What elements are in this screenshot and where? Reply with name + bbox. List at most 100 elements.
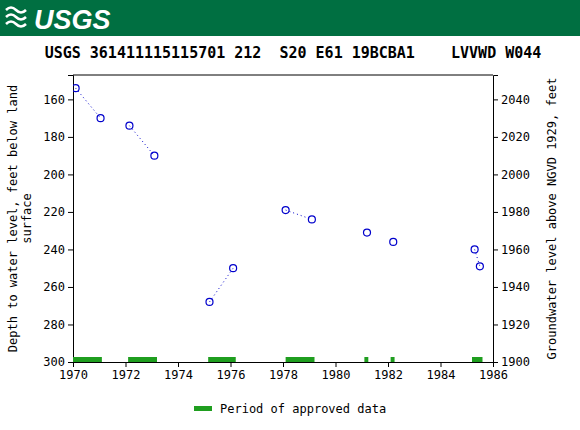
data-point	[390, 238, 397, 245]
tick-mark	[178, 362, 179, 367]
tick: 1978	[269, 362, 298, 382]
tick: 200	[43, 168, 73, 182]
y-axis-title-line: Depth to water level, feet below land	[6, 85, 20, 352]
tick: 280	[43, 318, 73, 332]
tick: 1900	[493, 355, 530, 369]
data-point	[206, 298, 213, 305]
chart: USGS USGS 361411115115701 212 S20 E61 19B…	[0, 0, 580, 430]
tick: 1920	[493, 318, 530, 332]
y2-axis: 1900 1920 1940 1960 1980 2000 2020 2040	[493, 76, 530, 370]
tick-mark	[68, 287, 73, 288]
data-point	[97, 115, 104, 122]
tick-mark	[68, 249, 73, 250]
tick: 160	[43, 93, 73, 107]
tick: 1974	[164, 362, 193, 382]
data-point	[230, 265, 237, 272]
tick-label: 2000	[501, 168, 530, 182]
tick-label: 1974	[164, 368, 193, 382]
logo-wave	[6, 22, 26, 27]
tick-label: 200	[43, 168, 65, 182]
tick: 1984	[427, 362, 456, 382]
tick: 2020	[493, 130, 530, 144]
tick-label: 1982	[374, 368, 403, 382]
tick: 2000	[493, 168, 530, 182]
tick-label: 1972	[112, 368, 141, 382]
tick: 2040	[493, 93, 530, 107]
tick: 220	[43, 205, 73, 219]
y-axis: 160 180 200 220 240 260 280 300	[43, 76, 73, 370]
tick: 1980	[322, 362, 351, 382]
approved-period	[128, 357, 157, 362]
approved-period	[364, 357, 368, 362]
tick-label: 1940	[501, 280, 530, 294]
tick-label: 1986	[479, 368, 508, 382]
tick-mark	[493, 99, 498, 100]
approved-period	[472, 357, 483, 362]
tick: 260	[43, 280, 73, 294]
legend: Period of approved data	[194, 402, 386, 416]
y-axis-title-line: surface	[20, 193, 34, 244]
tick-mark	[493, 249, 498, 250]
tick-mark	[441, 362, 442, 367]
data-point	[282, 207, 289, 214]
title: USGS 361411115115701 212 S20 E61 19BCBA1…	[45, 44, 542, 62]
tick-label: 260	[43, 280, 65, 294]
tick-label: 2040	[501, 93, 530, 107]
logo-text: USGS	[34, 5, 111, 35]
tick-label: 160	[43, 93, 65, 107]
tick-label: 1900	[501, 355, 530, 369]
plot-frame	[73, 75, 493, 76]
data-point	[73, 85, 79, 92]
plot-area	[73, 85, 483, 362]
series-line	[76, 88, 480, 302]
data-point	[151, 152, 158, 159]
tick-mark	[68, 212, 73, 213]
tick-label: 1984	[427, 368, 456, 382]
tick-mark	[493, 324, 498, 325]
tick-label: 180	[43, 130, 65, 144]
tick-label: 1980	[501, 205, 530, 219]
data-point	[364, 229, 371, 236]
logo-icon	[6, 8, 26, 27]
tick: 1972	[112, 362, 141, 382]
header-bar	[0, 0, 580, 36]
tick: 240	[43, 243, 73, 257]
tick-label: 2020	[501, 130, 530, 144]
tick-label: 1920	[501, 318, 530, 332]
x-axis-line	[74, 363, 494, 368]
data-point	[471, 246, 478, 253]
tick-mark	[126, 362, 127, 367]
tick-mark	[493, 174, 498, 175]
tick: 1982	[374, 362, 403, 382]
tick-label: 1976	[217, 368, 246, 382]
logo-wave	[6, 15, 26, 20]
tick: 180	[43, 130, 73, 144]
tick-mark	[68, 174, 73, 175]
tick-mark	[68, 362, 73, 363]
y-axis-title: Depth to water level, feet below landsur…	[6, 85, 34, 352]
tick-label: 300	[43, 355, 65, 369]
tick: 300	[43, 355, 73, 369]
tick: 1960	[493, 243, 530, 257]
legend-label: Period of approved data	[220, 402, 386, 416]
y2-axis-line	[494, 76, 499, 363]
tick-mark	[68, 324, 73, 325]
tick: 1980	[493, 205, 530, 219]
tick-label: 1978	[269, 368, 298, 382]
approved-period	[73, 357, 102, 362]
tick-mark	[283, 362, 284, 367]
logo-wave	[6, 8, 26, 13]
tick-mark	[388, 362, 389, 367]
data-point	[126, 122, 133, 129]
approved-period	[286, 357, 315, 362]
tick-mark	[493, 287, 498, 288]
legend-swatch	[194, 406, 212, 411]
tick-mark	[493, 212, 498, 213]
y2-axis-title: Groundwater level above NGVD 1929, feet	[545, 78, 559, 360]
x-axis: 1970 1972 1974 1976 1978 1980 1982 1984 1986	[59, 362, 508, 382]
tick-mark	[493, 362, 498, 363]
data-point	[476, 263, 483, 270]
tick-mark	[68, 137, 73, 138]
tick: 1940	[493, 280, 530, 294]
tick-label: 1970	[59, 368, 88, 382]
